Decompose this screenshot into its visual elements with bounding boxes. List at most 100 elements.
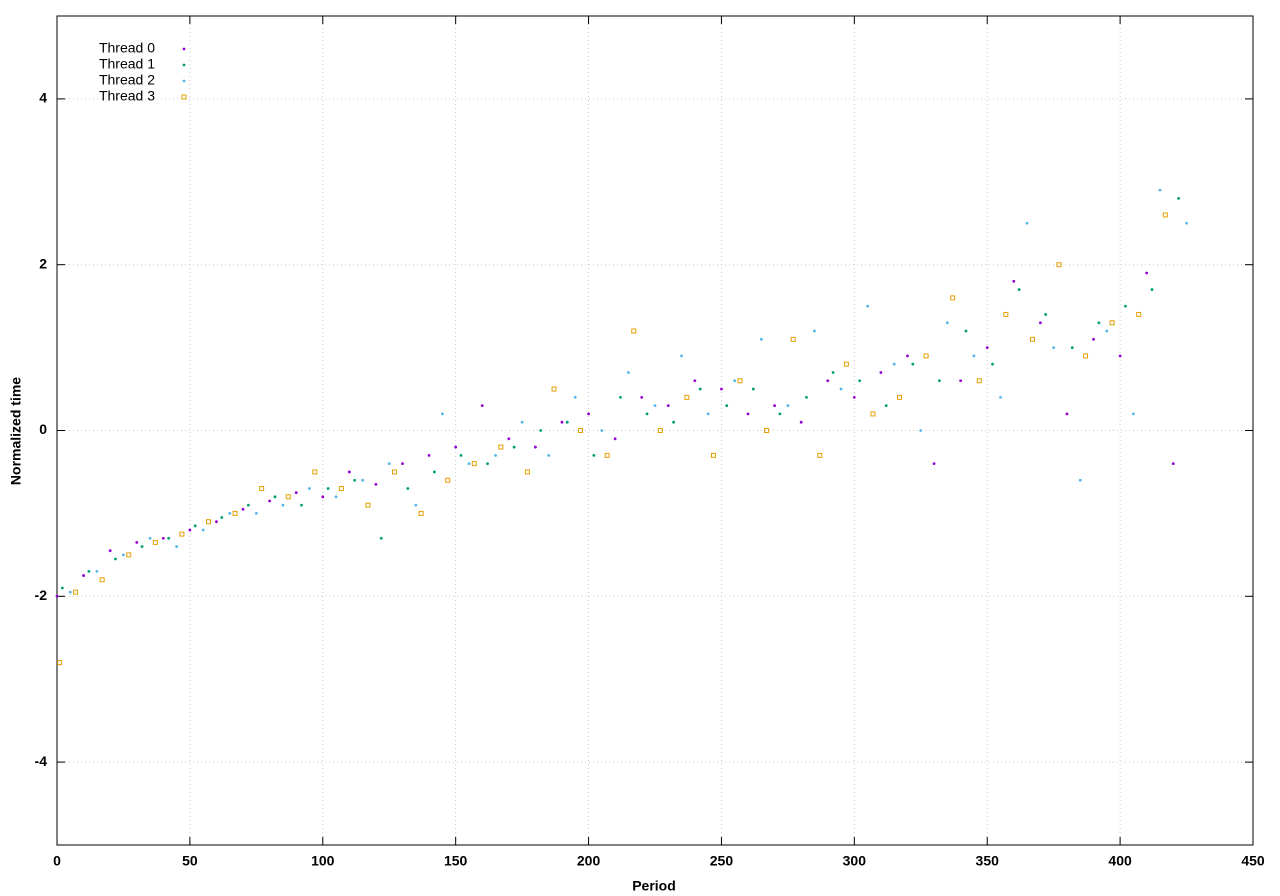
legend-marker xyxy=(182,47,186,51)
point xyxy=(459,453,463,457)
y-tick-label: 2 xyxy=(39,255,47,271)
point xyxy=(188,528,192,532)
point xyxy=(945,321,949,325)
point xyxy=(786,404,790,408)
point xyxy=(911,362,915,366)
point xyxy=(826,379,830,383)
point xyxy=(672,420,676,424)
point xyxy=(959,379,963,383)
x-tick-label: 450 xyxy=(1241,853,1265,869)
point xyxy=(852,395,856,399)
point xyxy=(1065,412,1069,416)
y-tick-label: -4 xyxy=(35,753,48,769)
x-axis-label: Period xyxy=(632,878,676,894)
point xyxy=(60,586,64,590)
point xyxy=(268,499,272,503)
point xyxy=(228,512,232,515)
point xyxy=(99,577,105,583)
point xyxy=(1171,462,1175,466)
point xyxy=(392,469,398,475)
point xyxy=(334,495,338,499)
point xyxy=(759,337,763,341)
point xyxy=(790,336,796,342)
point xyxy=(1145,271,1149,275)
point xyxy=(858,379,862,383)
point xyxy=(1012,279,1016,283)
point xyxy=(1124,304,1127,308)
point xyxy=(1044,313,1048,316)
point xyxy=(1029,336,1035,342)
point xyxy=(592,453,596,457)
point xyxy=(193,524,197,528)
point xyxy=(725,404,729,408)
point xyxy=(365,502,371,508)
point xyxy=(680,354,683,358)
point xyxy=(259,486,265,492)
point xyxy=(215,520,218,524)
point xyxy=(657,428,663,433)
point xyxy=(480,404,484,408)
point xyxy=(241,507,245,511)
point xyxy=(494,453,497,457)
point xyxy=(82,574,85,577)
point xyxy=(1158,188,1162,192)
point xyxy=(1038,321,1042,325)
point xyxy=(161,536,165,540)
point xyxy=(281,503,285,507)
point xyxy=(418,510,424,516)
point xyxy=(347,470,351,474)
point xyxy=(1185,221,1188,225)
legend-label: Thread 0 xyxy=(99,40,155,56)
legend-label: Thread 1 xyxy=(99,56,155,72)
legend-marker xyxy=(182,79,186,83)
point xyxy=(813,329,816,333)
point xyxy=(778,412,782,416)
point xyxy=(220,516,224,519)
point xyxy=(684,394,690,400)
y-tick-label: 0 xyxy=(39,421,47,437)
x-tick-label: 400 xyxy=(1108,853,1132,869)
x-tick-label: 300 xyxy=(843,853,867,869)
point xyxy=(805,395,808,399)
point xyxy=(578,428,584,433)
point xyxy=(976,378,982,384)
point xyxy=(879,371,883,374)
point xyxy=(999,395,1002,399)
point xyxy=(414,503,418,507)
point xyxy=(1025,221,1029,225)
point xyxy=(604,452,610,458)
point xyxy=(486,462,489,466)
point xyxy=(1118,354,1122,358)
point xyxy=(353,478,357,482)
point xyxy=(440,412,444,416)
point xyxy=(300,503,303,507)
point xyxy=(148,536,152,540)
point xyxy=(799,420,803,424)
point xyxy=(427,453,431,457)
point xyxy=(645,412,649,416)
point xyxy=(817,452,823,458)
y-axis-label: Normalized time xyxy=(8,377,24,485)
point xyxy=(1150,288,1154,291)
point xyxy=(534,445,537,449)
legend-label: Thread 3 xyxy=(99,88,155,104)
point xyxy=(870,411,876,417)
y-tick-label: 4 xyxy=(39,90,47,106)
point xyxy=(135,541,139,544)
point xyxy=(985,346,989,349)
plot-frame xyxy=(56,15,1254,846)
point xyxy=(308,487,311,490)
point xyxy=(1132,412,1135,416)
point xyxy=(114,557,117,561)
point xyxy=(254,512,258,515)
point xyxy=(884,404,888,408)
point xyxy=(932,462,936,466)
point xyxy=(640,395,644,399)
point xyxy=(1003,311,1009,317)
point xyxy=(467,462,471,466)
point xyxy=(179,531,185,537)
point xyxy=(627,371,630,374)
x-tick-label: 200 xyxy=(577,853,601,869)
point xyxy=(733,379,737,383)
